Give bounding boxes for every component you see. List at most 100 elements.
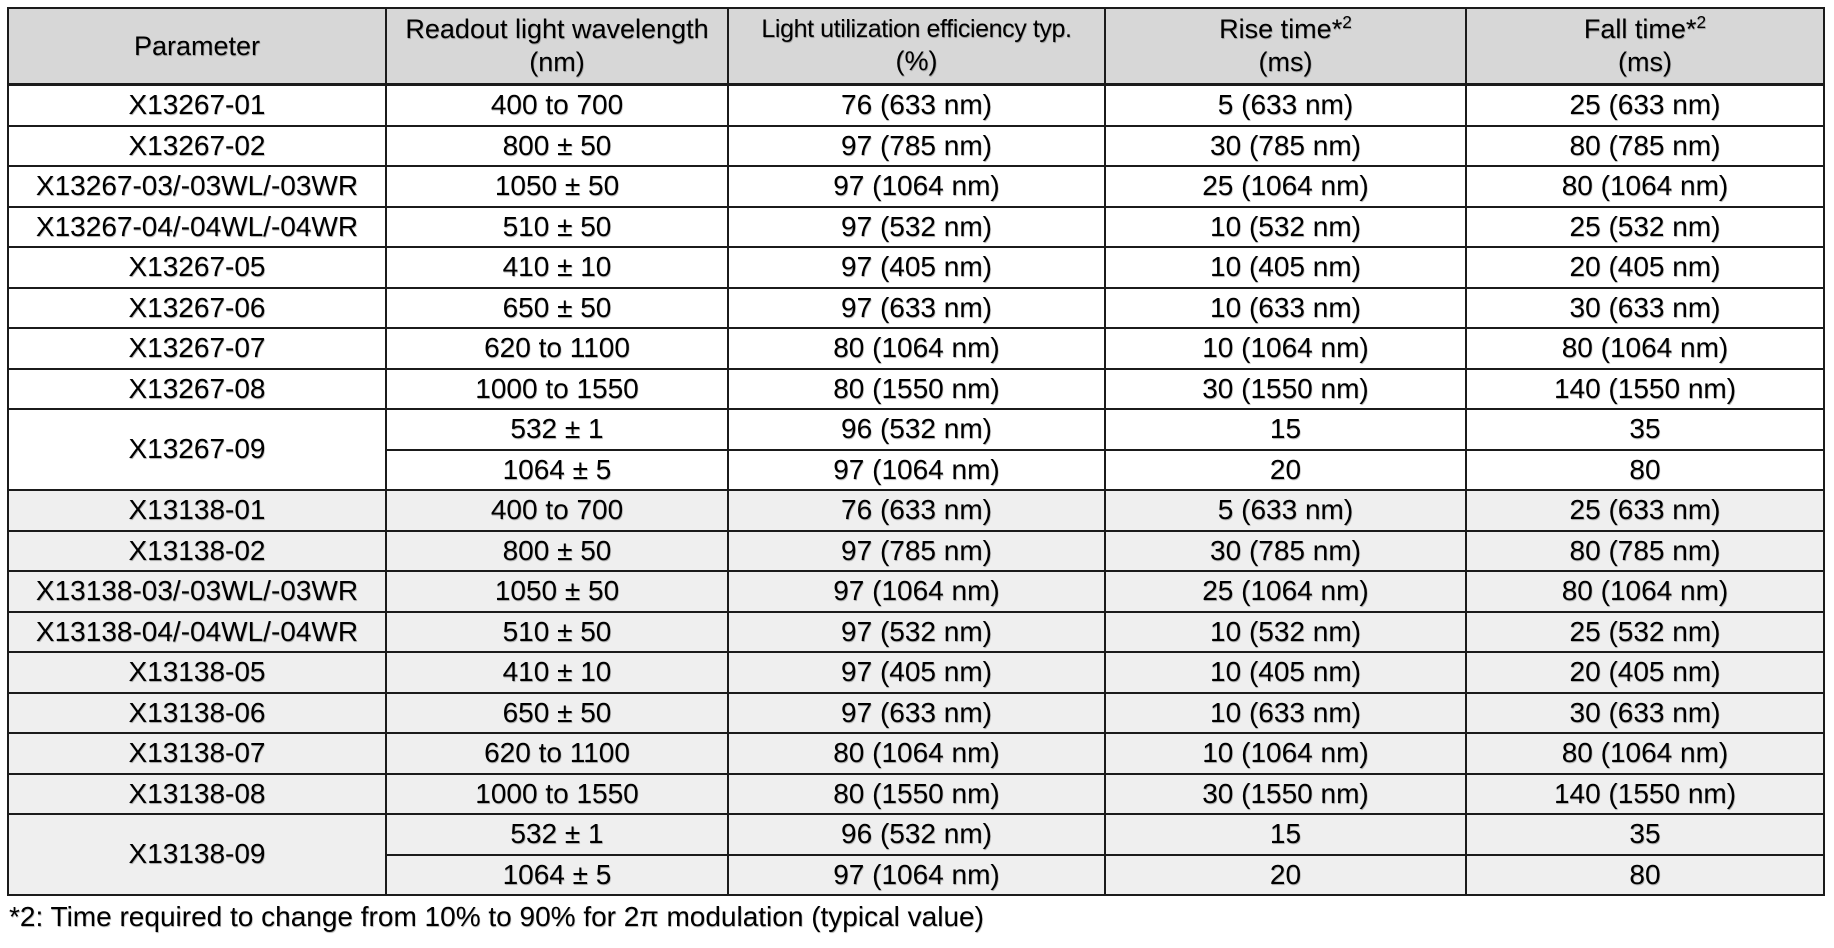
- value-cell: 10 (405 nm): [1104, 651, 1467, 694]
- value-cell: 80 (785 nm): [1465, 124, 1825, 167]
- value-cell: 80 (1064 nm): [1465, 165, 1825, 208]
- value-cell: 1064 ± 5: [385, 853, 729, 896]
- col-header-rise-time: Rise time*2 (ms): [1104, 7, 1467, 86]
- footnote-marker: 2: [1696, 12, 1707, 33]
- table-row: X13138-07 620 to 1100 80 (1064 nm) 10 (1064…: [7, 732, 1825, 775]
- table-row: X13138-08 1000 to 1550 80 (1550 nm) 30 (155…: [7, 772, 1825, 815]
- value-cell: 510 ± 50: [385, 205, 729, 248]
- table-row: X13267-09 532 ± 1 96 (532 nm) 15 35: [7, 408, 1825, 491]
- value-cell: 97 (532 nm): [727, 205, 1106, 248]
- table-row: X13267-02 800 ± 50 97 (785 nm) 30 (785 nm) 8…: [7, 124, 1825, 167]
- value-cell: 10 (1064 nm): [1104, 732, 1467, 775]
- value-cell: 76 (633 nm): [727, 83, 1106, 127]
- value-cell: 30 (1550 nm): [1104, 367, 1467, 410]
- spec-table: Parameter Readout light wavelength (nm) …: [7, 7, 1825, 896]
- value-cell: 97 (633 nm): [727, 691, 1106, 734]
- value-cell: 25 (532 nm): [1465, 610, 1825, 653]
- value-cell: 25 (633 nm): [1465, 489, 1825, 532]
- param-cell: X13138-07: [7, 732, 387, 775]
- table-row: 1064 ± 5 97 (1064 nm) 20 80: [8, 448, 1825, 491]
- header-label: Readout light wavelength: [405, 14, 709, 45]
- value-cell: 410 ± 10: [385, 651, 729, 694]
- value-cell: 97 (633 nm): [727, 286, 1106, 329]
- value-cell: 20: [1104, 448, 1467, 491]
- table-row: X13138-04/-04WL/-04WR 510 ± 50 97 (532 nm)…: [7, 610, 1825, 653]
- header-label: Fall time*2: [1583, 12, 1707, 45]
- value-cell: 80 (1550 nm): [727, 772, 1106, 815]
- value-cell: 80 (1064 nm): [727, 732, 1106, 775]
- value-cell: 96 (532 nm): [727, 408, 1106, 451]
- value-cell: 10 (633 nm): [1104, 691, 1467, 734]
- footnote-text: *2: Time required to change from 10% to …: [9, 901, 984, 932]
- value-cell: 650 ± 50: [385, 286, 729, 329]
- value-cell: 35: [1465, 813, 1825, 856]
- param-cell: X13138-02: [7, 529, 387, 572]
- param-cell: X13138-05: [7, 651, 387, 694]
- value-cell: 15: [1104, 813, 1467, 856]
- param-cell: X13267-09: [7, 408, 387, 491]
- value-cell: 80 (1064 nm): [1465, 732, 1825, 775]
- value-cell: 140 (1550 nm): [1465, 772, 1825, 815]
- table-row: X13267-04/-04WL/-04WR 510 ± 50 97 (532 nm)…: [7, 205, 1825, 248]
- header-unit: (ms): [1258, 47, 1313, 77]
- value-cell: 97 (1064 nm): [727, 448, 1106, 491]
- param-cell: X13138-01: [7, 489, 387, 532]
- param-cell: X13138-09: [7, 813, 387, 896]
- param-cell: X13267-04/-04WL/-04WR: [7, 205, 387, 248]
- value-cell: 30 (785 nm): [1104, 124, 1467, 167]
- table-row: X13267-06 650 ± 50 97 (633 nm) 10 (633 nm) 3…: [7, 286, 1825, 329]
- header-label: Rise time*2: [1219, 12, 1352, 45]
- param-cell: X13138-08: [7, 772, 387, 815]
- value-cell: 140 (1550 nm): [1465, 367, 1825, 410]
- value-cell: 1000 to 1550: [385, 772, 729, 815]
- param-cell: X13267-07: [7, 327, 387, 370]
- value-cell: 620 to 1100: [385, 732, 729, 775]
- value-cell: 1064 ± 5: [385, 448, 729, 491]
- value-cell: 800 ± 50: [385, 529, 729, 572]
- header-label: Light utilization efficiency typ.: [761, 15, 1072, 44]
- table-row: X13138-03/-03WL/-03WR 1050 ± 50 97 (1064 n…: [7, 570, 1825, 613]
- value-cell: 97 (1064 nm): [727, 165, 1106, 208]
- col-header-parameter: Parameter: [7, 7, 387, 86]
- value-cell: 410 ± 10: [385, 246, 729, 289]
- table-row: X13138-09 532 ± 1 96 (532 nm) 15 35: [7, 813, 1825, 896]
- value-cell: 5 (633 nm): [1104, 83, 1467, 127]
- value-cell: 30 (633 nm): [1465, 691, 1825, 734]
- value-cell: 10 (532 nm): [1104, 205, 1467, 248]
- value-cell: 30 (1550 nm): [1104, 772, 1467, 815]
- value-cell: 800 ± 50: [385, 124, 729, 167]
- value-cell: 650 ± 50: [385, 691, 729, 734]
- header-unit: (nm): [529, 47, 585, 77]
- value-cell: 1000 to 1550: [385, 367, 729, 410]
- param-cell: X13138-06: [7, 691, 387, 734]
- col-header-fall-time: Fall time*2 (ms): [1465, 7, 1825, 86]
- value-cell: 97 (1064 nm): [727, 853, 1106, 896]
- value-cell: 20 (405 nm): [1465, 246, 1825, 289]
- value-cell: 620 to 1100: [385, 327, 729, 370]
- table-row: X13267-01 400 to 700 76 (633 nm) 5 (633 nm)…: [7, 83, 1825, 127]
- value-cell: 25 (1064 nm): [1104, 165, 1467, 208]
- value-cell: 97 (532 nm): [727, 610, 1106, 653]
- footnote-marker: 2: [1342, 12, 1352, 33]
- value-cell: 532 ± 1: [385, 408, 729, 451]
- header-row: Parameter Readout light wavelength (nm) …: [7, 7, 1825, 86]
- col-header-readout-wavelength: Readout light wavelength (nm): [385, 7, 729, 86]
- table-row: X13267-07 620 to 1100 80 (1064 nm) 10 (1064…: [7, 327, 1825, 370]
- value-cell: 400 to 700: [385, 83, 729, 127]
- table-row: X13138-05 410 ± 10 97 (405 nm) 10 (405 nm) 2…: [7, 651, 1825, 694]
- param-cell: X13138-03/-03WL/-03WR: [7, 570, 387, 613]
- param-cell: X13138-04/-04WL/-04WR: [7, 610, 387, 653]
- header-label: Parameter: [133, 30, 261, 61]
- table-row: X13138-01 400 to 700 76 (633 nm) 5 (633 nm)…: [7, 489, 1825, 532]
- table-row: X13138-02 800 ± 50 97 (785 nm) 30 (785 nm) 8…: [7, 529, 1825, 572]
- value-cell: 10 (405 nm): [1104, 246, 1467, 289]
- value-cell: 76 (633 nm): [727, 489, 1106, 532]
- value-cell: 15: [1104, 408, 1467, 451]
- value-cell: 30 (633 nm): [1465, 286, 1825, 329]
- value-cell: 97 (1064 nm): [727, 570, 1106, 613]
- table-row: X13267-05 410 ± 10 97 (405 nm) 10 (405 nm) 2…: [7, 246, 1825, 289]
- header-unit: (ms): [1618, 47, 1672, 77]
- param-cell: X13267-01: [7, 83, 387, 127]
- col-header-light-utilization-efficiency: Light utilization efficiency typ. (%): [727, 7, 1106, 86]
- value-cell: 97 (785 nm): [727, 124, 1106, 167]
